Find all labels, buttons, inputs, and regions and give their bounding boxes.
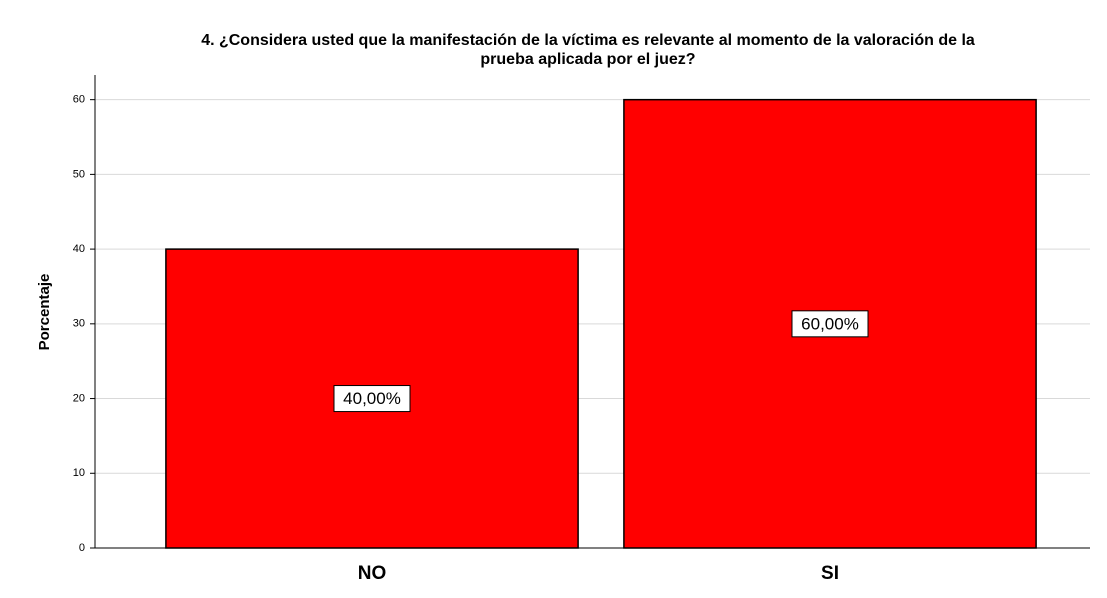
y-tick-label: 10 [73,467,85,479]
x-tick-label: SI [821,563,839,584]
value-label: 40,00% [343,389,401,408]
chart-title: 4. ¿Considera usted que la manifestación… [201,32,975,49]
x-tick-label: NO [358,563,387,584]
y-axis-label: Porcentaje [36,274,53,351]
value-label: 60,00% [801,314,859,333]
y-tick-label: 30 [73,318,85,330]
y-tick-label: 60 [73,94,85,106]
y-tick-label: 40 [73,243,85,255]
value-label-box [333,385,411,413]
value-label-box [791,310,869,338]
y-tick-label: 50 [73,168,85,180]
chart-title: prueba aplicada por el juez? [480,51,695,68]
y-tick-label: 20 [73,392,85,404]
y-tick-label: 0 [79,542,85,554]
